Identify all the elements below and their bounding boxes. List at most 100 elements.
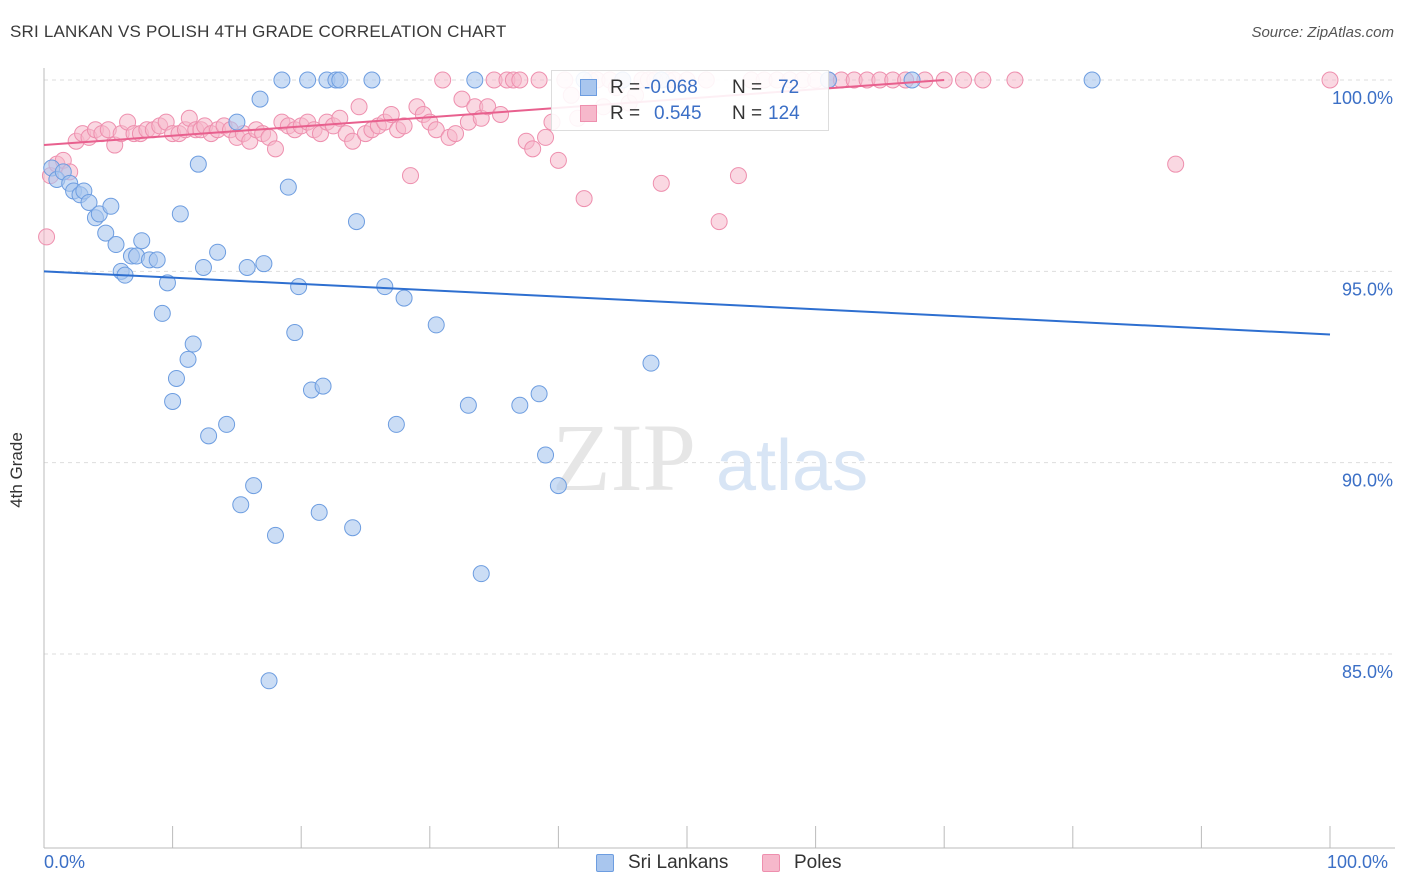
point-sri-lankans — [102, 197, 120, 215]
point-poles — [38, 228, 56, 246]
point-sri-lankans — [97, 224, 115, 242]
point-sri-lankans — [347, 213, 365, 231]
gridlines — [44, 79, 1395, 655]
point-poles — [710, 213, 728, 231]
point-sri-lankans — [260, 672, 278, 690]
point-poles — [434, 71, 452, 89]
point-sri-lankans — [427, 316, 445, 334]
point-sri-lankans — [466, 71, 484, 89]
point-poles — [524, 140, 542, 158]
chart-title: SRI LANKAN VS POLISH 4TH GRADE CORRELATI… — [10, 22, 507, 41]
legend-swatch-poles — [762, 854, 780, 872]
point-sri-lankans — [251, 90, 269, 108]
point-poles — [1321, 71, 1339, 89]
point-poles — [549, 151, 567, 169]
point-sri-lankans — [286, 324, 304, 342]
point-sri-lankans — [238, 259, 256, 277]
point-poles — [382, 105, 400, 123]
point-sri-lankans — [1083, 71, 1101, 89]
point-sri-lankans — [299, 71, 317, 89]
point-poles — [331, 109, 349, 127]
point-poles — [530, 71, 548, 89]
watermark: ZIP atlas — [552, 404, 868, 511]
legend-n-label: N = — [732, 77, 763, 98]
point-sri-lankans — [376, 278, 394, 296]
point-sri-lankans — [331, 71, 349, 89]
point-sri-lankans — [171, 205, 189, 223]
series-sri-lankans — [43, 71, 1101, 690]
y-tick-label: 95.0% — [1342, 279, 1393, 299]
legend-n-value: 124 — [768, 103, 800, 124]
y-tick-label: 100.0% — [1332, 88, 1393, 108]
point-poles — [1167, 155, 1185, 173]
legend-row-sri-lankans: R = -0.068 N = 72 — [552, 77, 828, 101]
point-poles — [453, 90, 471, 108]
point-sri-lankans — [179, 350, 197, 368]
source-label: Source: ZipAtlas.com — [1251, 24, 1394, 41]
watermark-zip: ZIP — [552, 404, 696, 511]
point-sri-lankans — [363, 71, 381, 89]
point-sri-lankans — [200, 427, 218, 445]
legend-label-poles: Poles — [794, 852, 842, 873]
point-poles — [427, 121, 445, 139]
point-sri-lankans — [387, 415, 405, 433]
point-sri-lankans — [459, 396, 477, 414]
point-sri-lankans — [310, 503, 328, 521]
point-poles — [511, 71, 529, 89]
point-poles — [729, 167, 747, 185]
point-poles — [575, 190, 593, 208]
point-sri-lankans — [903, 71, 921, 89]
point-sri-lankans — [273, 71, 291, 89]
legend-swatch-sri-lankans — [596, 854, 614, 872]
point-sri-lankans — [209, 243, 227, 261]
point-sri-lankans — [472, 565, 490, 583]
y-tick-label: 90.0% — [1342, 471, 1393, 491]
point-poles — [344, 132, 362, 150]
point-sri-lankans — [266, 526, 284, 544]
point-poles — [479, 98, 497, 116]
point-sri-lankans — [549, 477, 567, 495]
legend-label-sri-lankans: Sri Lankans — [628, 852, 729, 873]
point-poles — [974, 71, 992, 89]
legend-r-label: R = — [610, 103, 641, 124]
point-poles — [395, 117, 413, 135]
point-sri-lankans — [133, 232, 151, 250]
legend-row-poles: R = 0.545 N = 124 — [552, 103, 828, 127]
point-sri-lankans — [232, 496, 250, 514]
point-poles — [652, 174, 670, 192]
point-sri-lankans — [344, 519, 362, 537]
legend-r-value: 0.545 — [654, 103, 702, 124]
point-sri-lankans — [80, 193, 98, 211]
point-sri-lankans — [107, 236, 125, 254]
point-sri-lankans — [189, 155, 207, 173]
y-tick-labels: 100.0% 95.0% 90.0% 85.0% — [1332, 88, 1393, 682]
point-sri-lankans — [158, 274, 176, 292]
point-sri-lankans — [537, 446, 555, 464]
legend-r-label: R = — [610, 77, 641, 98]
x-tick-label-max: 100.0% — [1327, 852, 1389, 872]
watermark-atlas: atlas — [716, 426, 868, 506]
point-poles — [350, 98, 368, 116]
point-sri-lankans — [153, 304, 171, 322]
point-sri-lankans — [228, 113, 246, 131]
axes — [43, 68, 1395, 849]
legend-swatch-pol — [580, 105, 597, 122]
point-sri-lankans — [167, 369, 185, 387]
legend-n-label: N = — [732, 103, 763, 124]
trend-line-sri-lankans — [43, 270, 1331, 336]
y-tick-label: 85.0% — [1342, 662, 1393, 682]
point-sri-lankans — [184, 335, 202, 353]
legend-n-value: 72 — [778, 77, 800, 98]
point-poles — [492, 105, 510, 123]
point-sri-lankans — [148, 251, 166, 269]
x-tick-label-min: 0.0% — [44, 852, 86, 872]
point-sri-lankans — [314, 377, 332, 395]
point-sri-lankans — [511, 396, 529, 414]
point-sri-lankans — [194, 259, 212, 277]
stats-legend: R = -0.068 N = 72 R = 0.545 N = 124 — [551, 70, 829, 131]
point-poles — [537, 128, 555, 146]
point-poles — [447, 125, 465, 143]
point-poles — [954, 71, 972, 89]
point-sri-lankans — [218, 415, 236, 433]
